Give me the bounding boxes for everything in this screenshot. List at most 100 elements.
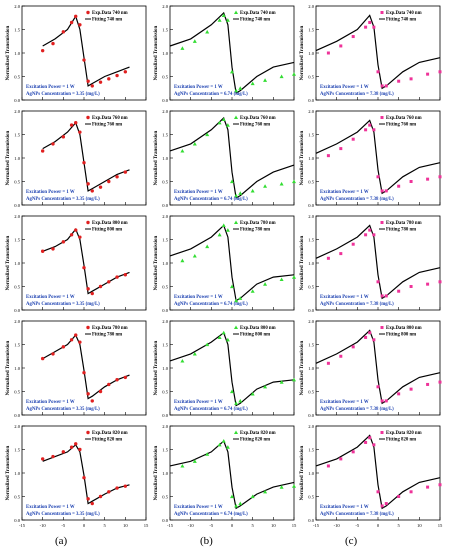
y-tick-label: 0.0	[162, 308, 168, 313]
panel-a4: 0.0 0.5 1.0 1.5 2.0 Normalized Transmission Ex…	[6, 319, 147, 418]
legend-fit-label: Fitting 760 nm	[240, 123, 270, 128]
exp-data-point	[234, 503, 239, 508]
exp-data-point	[90, 501, 94, 506]
exp-data-point	[107, 179, 111, 184]
y-tick-label: 1.0	[308, 156, 314, 161]
panel-a1: 0.0 0.5 1.0 1.5 2.0 Normalized Transmission Ex…	[6, 4, 147, 103]
legend-marker	[86, 220, 90, 225]
exp-data-point	[225, 18, 230, 22]
y-tick-label: 0.0	[308, 518, 314, 523]
exp-data-point	[339, 252, 343, 256]
exp-data-point	[384, 502, 388, 506]
legend-exp-label: Exp.Data 760 nm	[92, 116, 128, 121]
legend-fit-label: Fitting 820 nm	[92, 438, 122, 443]
exp-data-point	[250, 289, 255, 293]
exp-data-point	[326, 361, 330, 365]
exp-data-point	[78, 23, 82, 27]
exp-data-point	[364, 233, 368, 237]
legend-marker	[380, 431, 384, 434]
excitation-annotation: Excitation Power = 1 W	[174, 505, 223, 510]
y-axis-label: Normalized Transmission	[300, 340, 305, 395]
legend-fit-label: Fitting 820 nm	[386, 438, 416, 443]
exp-data-point	[279, 277, 284, 282]
panel-c2: 0.0 0.5 1.0 1.5 2.0 Normalized Transmission Ex…	[300, 109, 442, 208]
panel-c3: 0.0 0.5 1.0 1.5 2.0 Normalized Transmission Ex…	[300, 214, 442, 313]
exp-data-point	[292, 377, 296, 382]
exp-data-point	[123, 170, 128, 174]
legend-marker	[234, 325, 238, 329]
y-tick-label: 1.0	[308, 261, 314, 266]
exp-data-point	[364, 335, 368, 339]
x-tick-label: 0	[83, 523, 86, 528]
y-tick-label: 0.0	[308, 308, 314, 313]
y-tick-label: 0.5	[308, 495, 314, 500]
legend-exp-label: Exp.Data 800 nm	[240, 326, 276, 331]
exp-data-point	[51, 142, 55, 146]
fitting-curve	[169, 331, 295, 407]
y-tick-label: 1.0	[162, 471, 168, 476]
y-tick-label: 2.0	[308, 214, 314, 219]
exp-data-point	[180, 148, 185, 153]
exp-data-point	[61, 345, 66, 349]
y-tick-label: 1.0	[14, 261, 20, 266]
y-axis-label: Normalized Transmission	[300, 235, 305, 290]
exp-data-point	[368, 20, 372, 24]
exp-data-point	[98, 185, 103, 189]
y-tick-label: 1.0	[308, 366, 314, 371]
exp-data-point	[263, 489, 268, 494]
panel-b1: 0.0 0.5 1.0 1.5 2.0 Normalized Transmission Ex…	[154, 4, 296, 103]
y-tick-label: 2.0	[162, 109, 168, 114]
y-tick-label: 0.0	[308, 98, 314, 103]
concentration-annotation: AgNPs Concentration = 3.35 (mg/L)	[26, 407, 100, 412]
exp-data-point	[107, 490, 111, 494]
exp-data-point	[426, 282, 430, 286]
exp-data-point	[217, 120, 222, 125]
exp-data-point	[397, 184, 401, 188]
exp-data-point	[86, 182, 90, 186]
exp-data-point	[409, 387, 413, 391]
exp-data-point	[230, 179, 234, 184]
exp-data-point	[409, 490, 413, 494]
y-tick-label: 2.0	[14, 109, 20, 114]
y-tick-label: 1.5	[14, 448, 20, 453]
y-tick-label: 1.0	[14, 366, 20, 371]
exp-data-point	[250, 391, 255, 396]
exp-data-point	[61, 135, 66, 139]
exp-data-point	[40, 48, 45, 53]
concentration-annotation: AgNPs Concentration = 3.35 (mg/L)	[26, 302, 100, 307]
exp-data-point	[192, 39, 197, 43]
y-tick-label: 0.0	[14, 413, 20, 418]
exp-data-point	[292, 179, 296, 184]
exp-data-point	[372, 233, 376, 237]
fitting-curve	[42, 333, 130, 400]
exp-data-point	[279, 380, 284, 384]
y-tick-label: 0.5	[308, 180, 314, 185]
legend-marker	[234, 430, 238, 434]
exp-data-point	[279, 181, 284, 186]
exp-data-point	[426, 177, 430, 181]
exp-data-point	[217, 18, 222, 22]
concentration-annotation: AgNPs Concentration = 7.38 (mg/L)	[320, 407, 394, 412]
exp-data-point	[230, 284, 234, 289]
exp-data-point	[384, 84, 388, 88]
x-tick-label: 5	[252, 523, 255, 528]
y-tick-label: 1.0	[162, 51, 168, 56]
exp-data-point	[51, 41, 55, 46]
figure-canvas: 0.0 0.5 1.0 1.5 2.0 Normalized Transmission Ex…	[6, 4, 443, 528]
y-axis-label: Normalized Transmission	[154, 340, 159, 395]
exp-data-point	[225, 123, 230, 127]
exp-data-point	[86, 287, 90, 291]
exp-data-point	[180, 46, 185, 50]
exp-data-point	[234, 193, 239, 198]
exp-data-point	[51, 352, 55, 356]
y-axis-label: Normalized Transmission	[154, 25, 159, 80]
exp-data-point	[217, 335, 222, 340]
exp-data-point	[263, 282, 268, 286]
exp-data-point	[107, 280, 111, 284]
concentration-annotation: AgNPs Concentration = 3.35 (mg/L)	[26, 197, 100, 202]
y-axis-label: Normalized Transmission	[6, 235, 11, 290]
y-tick-label: 0.5	[308, 75, 314, 80]
exp-data-point	[225, 228, 230, 232]
exp-data-point	[238, 501, 243, 506]
panel-a3: 0.0 0.5 1.0 1.5 2.0 Normalized Transmission Ex…	[6, 214, 147, 313]
